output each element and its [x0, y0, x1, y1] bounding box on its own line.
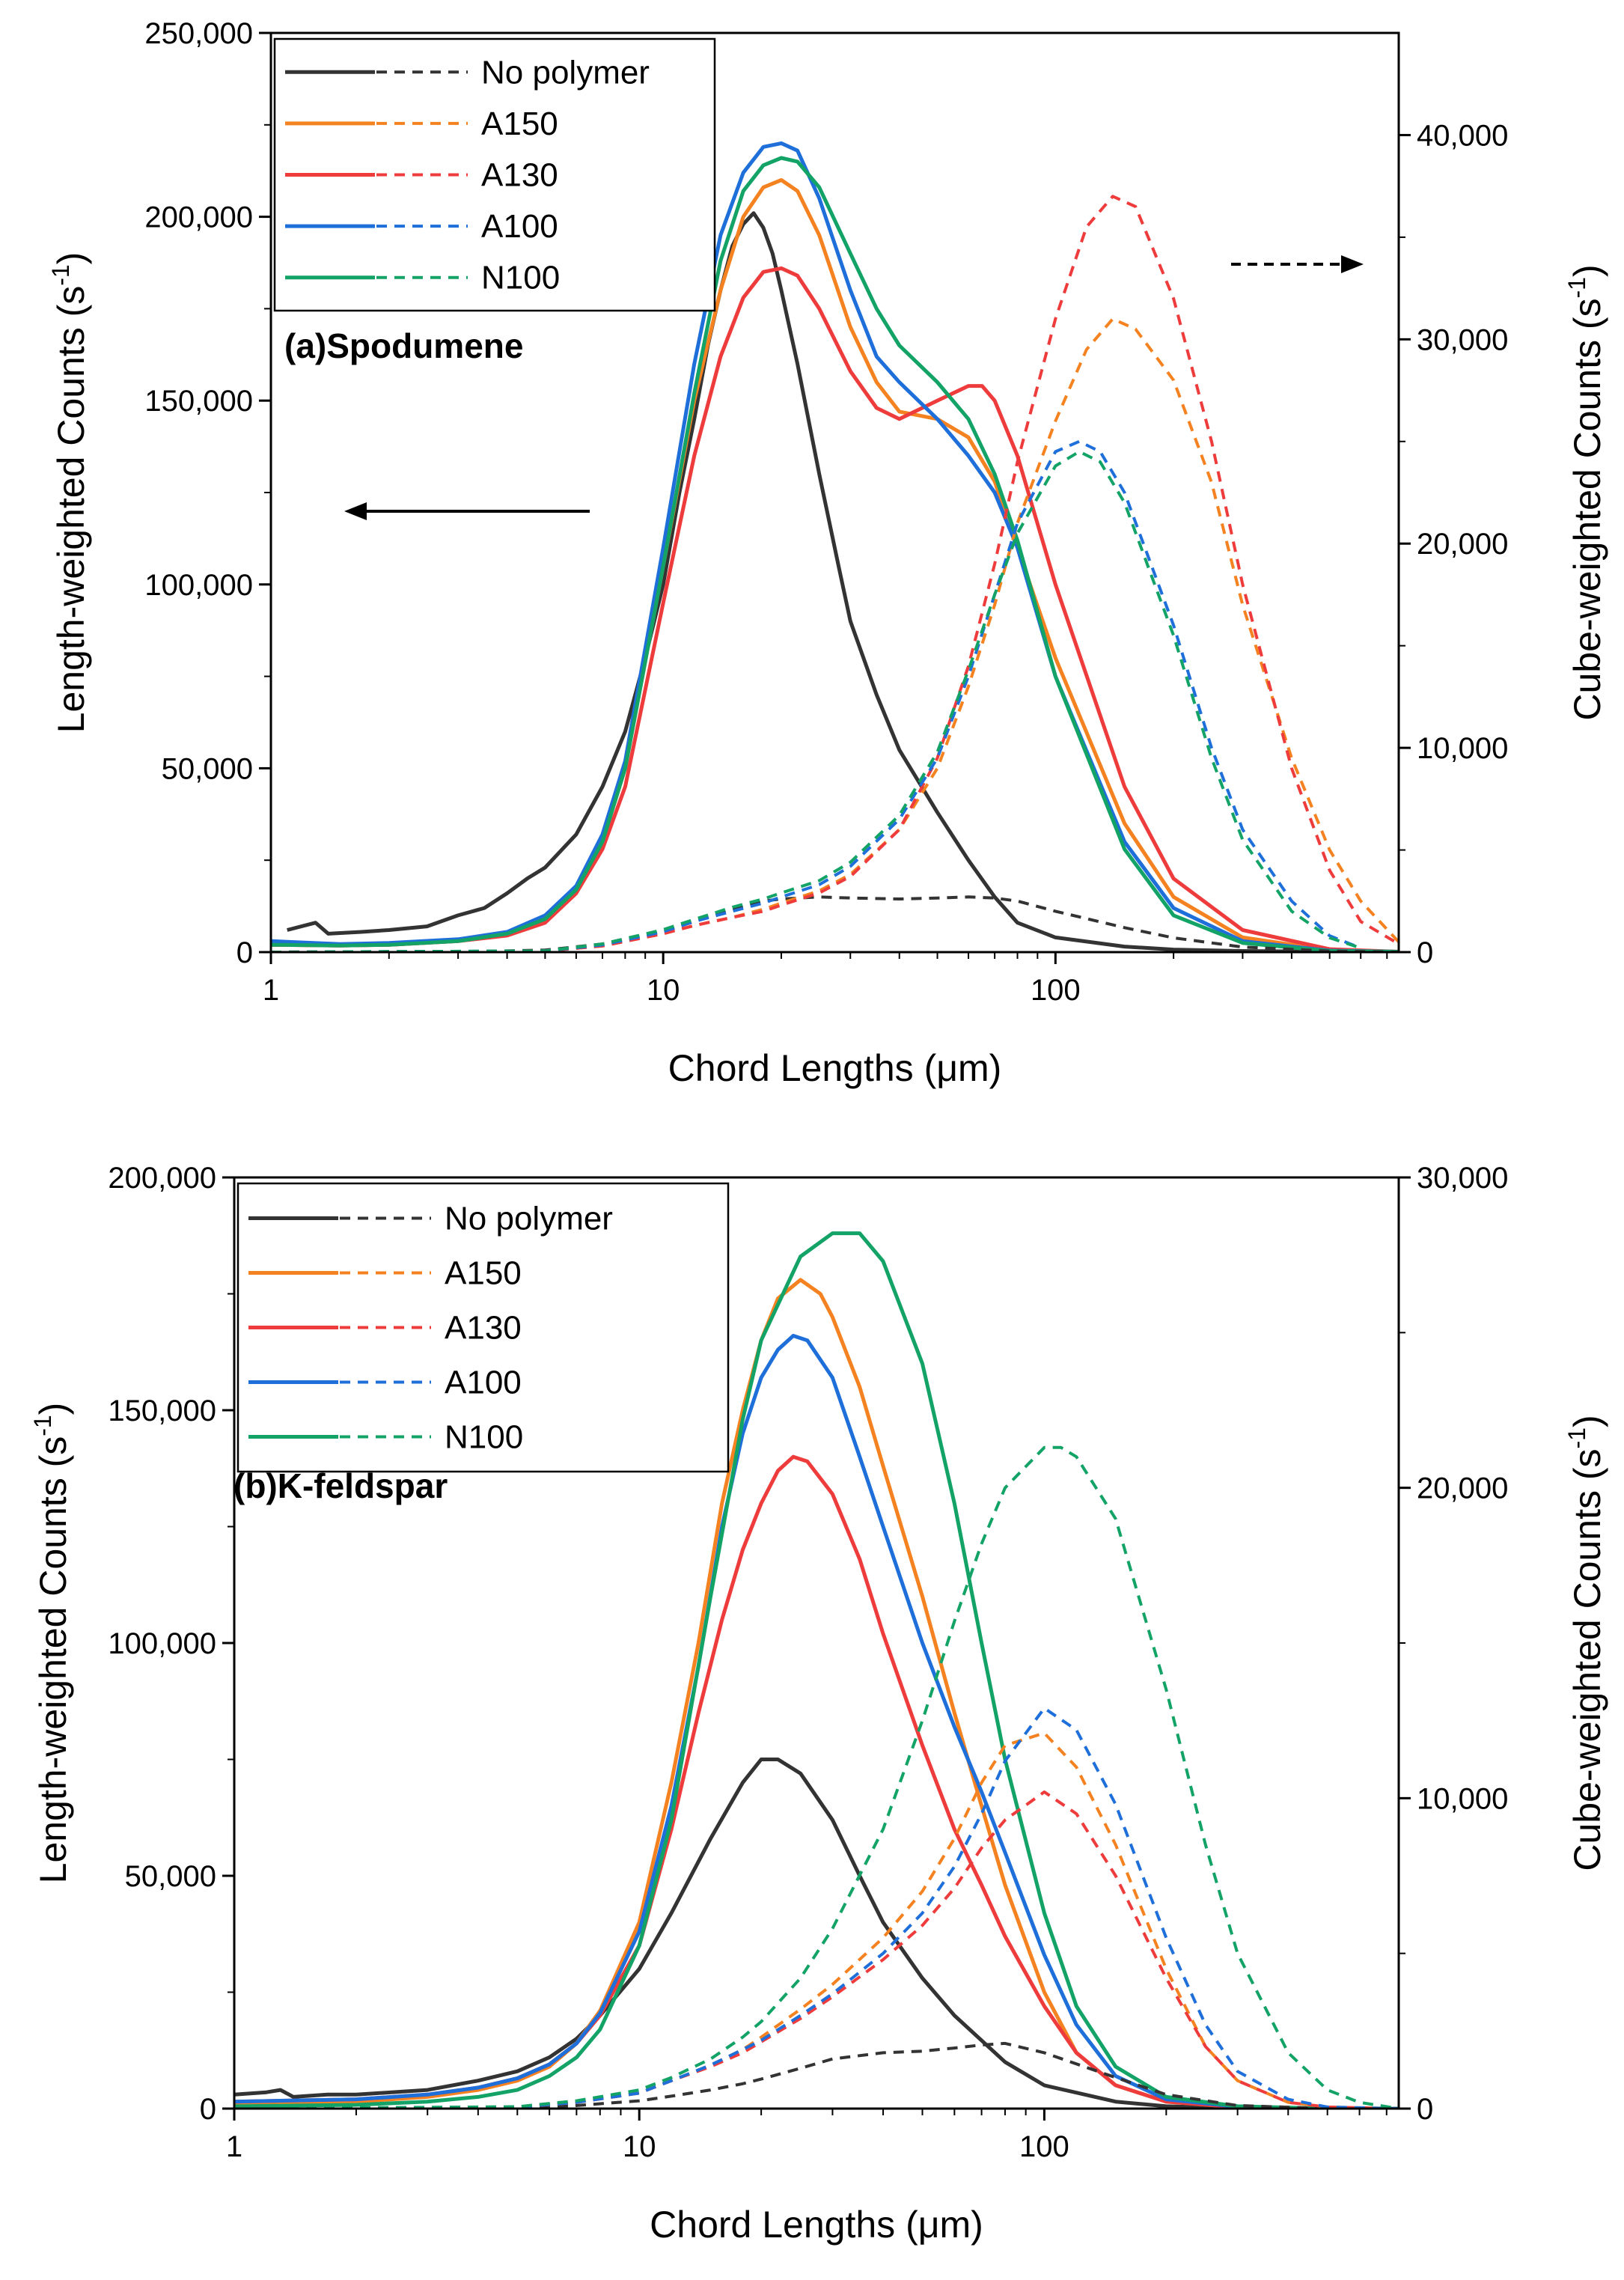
right-arrow-head-icon [1341, 255, 1364, 273]
series-line-n100-solid [234, 1231, 1399, 2109]
series-line-a130-dashed [234, 1790, 1399, 2109]
series-line-a130-solid [271, 266, 1399, 952]
y-left-tick-label: 250,000 [144, 17, 253, 50]
axis-arrows [344, 255, 1364, 520]
series-line-a150-dashed [271, 317, 1399, 952]
y-right-tick-label: 30,000 [1417, 1162, 1508, 1195]
y-right-axis-title-close: ) [1566, 1415, 1608, 1427]
y-right-axis-title: Cube-weighted Counts (s-1) [1563, 264, 1608, 720]
legend-label-a150: A150 [481, 106, 558, 142]
series-line-a130-dashed [271, 195, 1399, 952]
y-right-tick-label: 10,000 [1417, 1782, 1508, 1815]
series-line-n100-dashed [271, 450, 1361, 952]
x-tick-label: 10 [623, 2130, 656, 2163]
y-left-axis-title-main: Length-weighted Counts (s [50, 286, 92, 734]
y-left-axis-title-close: ) [50, 252, 92, 265]
legend-label-a130: A130 [481, 157, 558, 194]
y-left-tick-label: 150,000 [108, 1394, 216, 1427]
y-left-tick-label: 200,000 [108, 1162, 216, 1195]
y-right-tick-label: 20,000 [1417, 528, 1508, 561]
y-left-axis-title: Length-weighted Counts (s-1) [47, 252, 92, 734]
y-left-axis-title-main: Length-weighted Counts (s [32, 1436, 74, 1884]
series-line-no-polymer-solid [287, 211, 1399, 952]
legend-label-no-polymer: No polymer [481, 54, 650, 91]
legend-label-a100: A100 [481, 208, 558, 245]
legend-label-a100: A100 [445, 1365, 522, 1401]
y-right-tick-label: 0 [1417, 2093, 1433, 2126]
x-tick-label: 100 [1031, 974, 1081, 1007]
panel-label: (a)Spodumene [284, 326, 523, 365]
y-right-axis-title-sup: -1 [1563, 1427, 1590, 1448]
series-line-a100-dashed [234, 1707, 1399, 2109]
x-tick-label: 1 [263, 974, 279, 1007]
legend: No polymer A150 A130 A100 N100 [273, 37, 716, 312]
series-line-no-polymer-dashed [234, 2041, 1399, 2109]
series-line-a150-dashed [234, 1731, 1399, 2109]
y-left-tick-label: 50,000 [162, 752, 253, 785]
legend-label-a150: A150 [445, 1255, 522, 1292]
panel-label: (b)K-feldspar [233, 1466, 448, 1505]
y-left-tick-label: 50,000 [125, 1860, 216, 1893]
y-left-axis-title-sup: -1 [29, 1415, 56, 1436]
y-left-axis-title-close: ) [32, 1403, 74, 1415]
legend-label-no-polymer: No polymer [445, 1201, 613, 1237]
series-line-n100-solid [271, 156, 1399, 952]
y-left-tick-label: 150,000 [144, 385, 253, 418]
y-left-tick-label: 0 [236, 936, 253, 969]
series-group [234, 1231, 1399, 2109]
legend-label-a130: A130 [445, 1310, 522, 1347]
y-right-axis-title-main: Cube-weighted Counts (s [1566, 298, 1608, 720]
legend-label-n100: N100 [481, 260, 560, 296]
y-left-tick-label: 100,000 [144, 569, 253, 602]
series-line-a100-solid [234, 1334, 1399, 2109]
x-tick-label: 100 [1019, 2130, 1069, 2163]
legend-label-n100: N100 [445, 1419, 523, 1456]
legend: No polymer A150 A130 A100 N100 [236, 1182, 730, 1473]
y-right-tick-label: 20,000 [1417, 1472, 1508, 1505]
y-right-tick-label: 40,000 [1417, 119, 1508, 152]
y-left-axis-title: Length-weighted Counts (s-1) [29, 1403, 74, 1884]
x-axis-title: Chord Lengths (μm) [668, 1047, 1002, 1089]
y-left-tick-label: 200,000 [144, 201, 253, 234]
y-right-tick-label: 0 [1417, 936, 1433, 969]
series-line-no-polymer-solid [234, 1758, 1399, 2109]
x-axis-title: Chord Lengths (μm) [650, 2204, 983, 2246]
y-right-tick-label: 30,000 [1417, 323, 1508, 356]
y-right-axis-title-close: ) [1566, 264, 1608, 277]
y-right-axis-title-main: Cube-weighted Counts (s [1566, 1448, 1608, 1871]
series-line-a130-solid [234, 1454, 1399, 2109]
chart-panel-spodumene: 1 10 100 0 50,000 100,000 150,000 200,000 250,00… [47, 17, 1608, 1089]
y-right-tick-label: 10,000 [1417, 732, 1508, 765]
y-right-axis-title-sup: -1 [1563, 277, 1590, 298]
series-line-a100-dashed [271, 439, 1361, 952]
y-left-tick-label: 0 [200, 2093, 216, 2126]
chart-panel-kfeldspar: 1 10 100 0 50,000 100,000 150,000 200,000 0 10,00… [29, 1162, 1608, 2246]
series-group [271, 141, 1399, 952]
x-tick-label: 10 [647, 974, 680, 1007]
y-left-axis-title-sup: -1 [47, 264, 74, 285]
y-left-tick-label: 100,000 [108, 1627, 216, 1660]
y-right-axis-title: Cube-weighted Counts (s-1) [1563, 1415, 1608, 1871]
x-tick-label: 1 [226, 2130, 242, 2163]
left-arrow-head-icon [344, 502, 367, 520]
